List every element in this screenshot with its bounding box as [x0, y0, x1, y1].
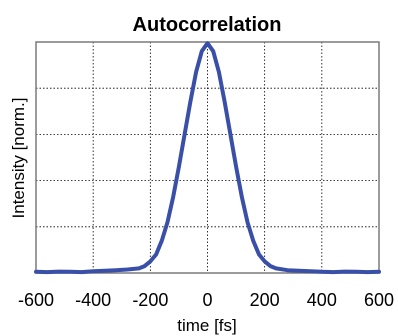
series-layer: [34, 41, 381, 275]
grid: [36, 42, 379, 273]
x-axis-label: time [fs]: [177, 316, 237, 335]
x-tick-label: -200: [132, 290, 168, 310]
y-axis-label: Intensity [norm.]: [9, 98, 28, 219]
x-tick-label: 400: [307, 290, 337, 310]
x-tick-label: -600: [18, 290, 54, 310]
x-tick-label: 0: [202, 290, 212, 310]
x-tick-label: 600: [364, 290, 394, 310]
x-tick-label: 200: [250, 290, 280, 310]
x-tick-labels: -600 -400 -200 0 200 400 600: [18, 290, 394, 310]
x-tick-label: -400: [75, 290, 111, 310]
chart-title: Autocorrelation: [133, 14, 282, 36]
series-line: [34, 41, 381, 275]
